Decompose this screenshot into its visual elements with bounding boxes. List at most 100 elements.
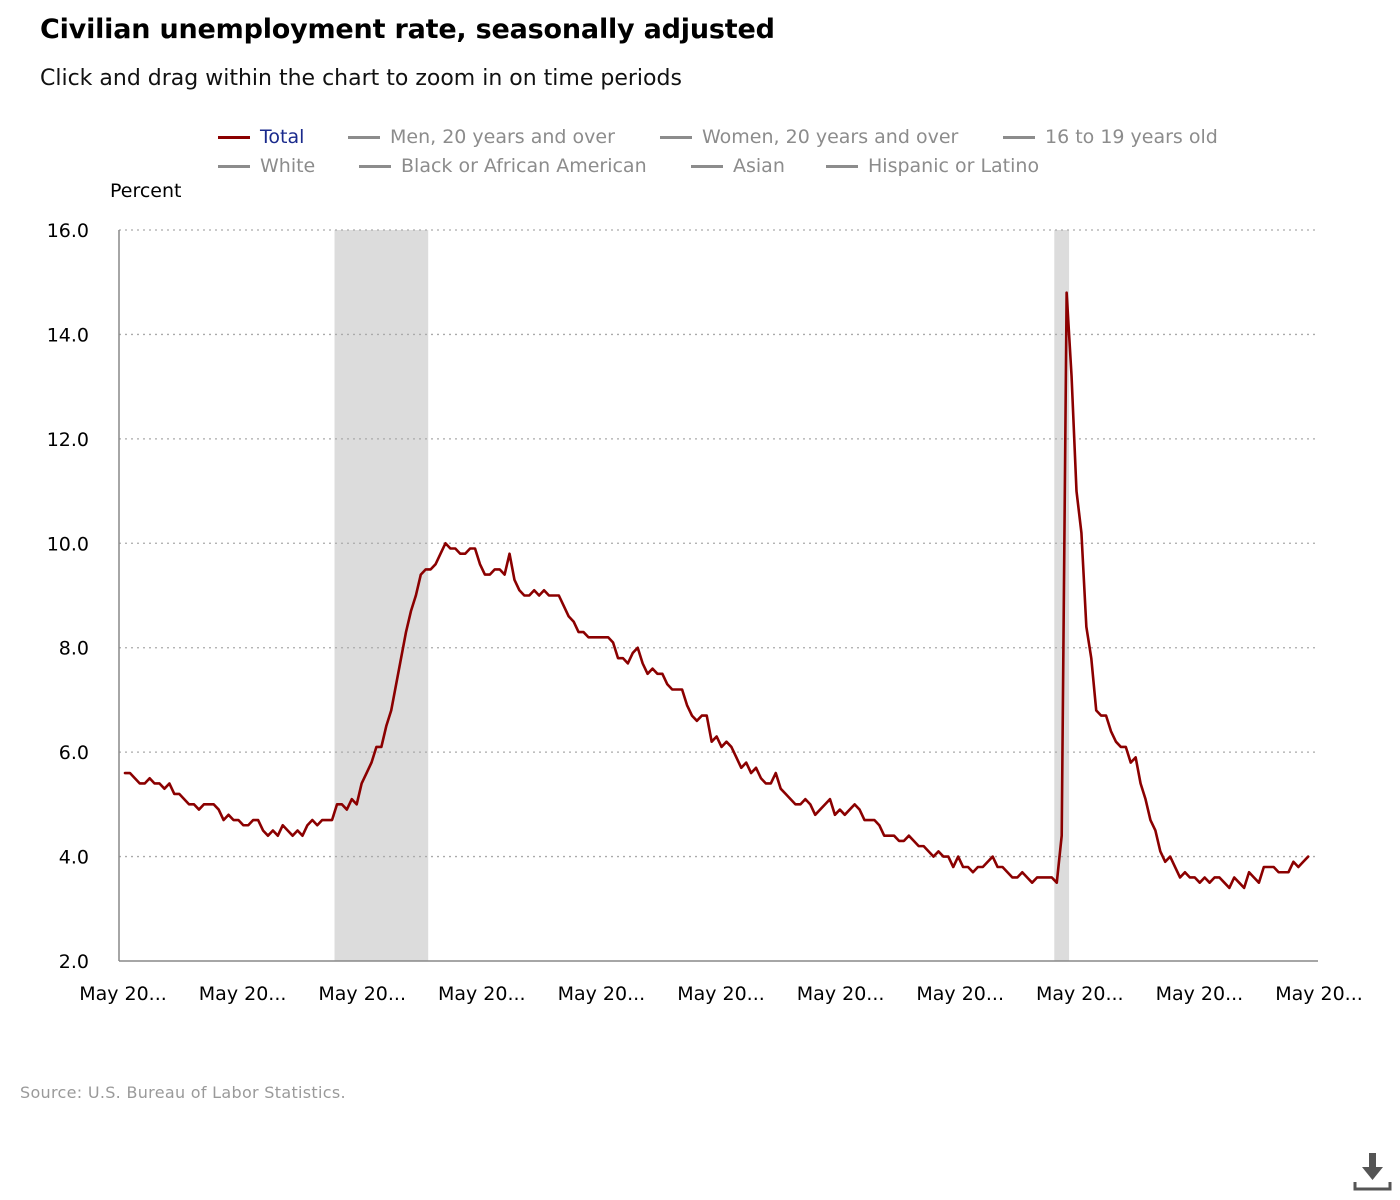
data-point[interactable] <box>872 818 876 822</box>
data-point[interactable] <box>838 808 842 812</box>
data-point[interactable] <box>370 761 374 765</box>
data-point[interactable] <box>453 547 457 551</box>
data-point[interactable] <box>946 855 950 859</box>
data-point[interactable] <box>986 860 990 864</box>
data-point[interactable] <box>1099 714 1103 718</box>
data-point[interactable] <box>286 828 290 832</box>
data-point[interactable] <box>927 849 931 853</box>
data-point[interactable] <box>192 802 196 806</box>
data-point[interactable] <box>803 797 807 801</box>
data-point[interactable] <box>424 567 428 571</box>
data-point[interactable] <box>148 776 152 780</box>
data-point[interactable] <box>611 640 615 644</box>
data-point[interactable] <box>414 594 418 598</box>
data-point[interactable] <box>1178 875 1182 879</box>
data-point[interactable] <box>961 865 965 869</box>
legend-item-asian[interactable]: Asian <box>691 153 785 179</box>
data-point[interactable] <box>660 672 664 676</box>
data-point[interactable] <box>1025 875 1029 879</box>
data-point[interactable] <box>744 761 748 765</box>
data-point[interactable] <box>828 797 832 801</box>
data-point[interactable] <box>365 771 369 775</box>
data-point[interactable] <box>1163 860 1167 864</box>
data-point[interactable] <box>1173 865 1177 869</box>
data-point[interactable] <box>478 562 482 566</box>
data-point[interactable] <box>330 818 334 822</box>
data-point[interactable] <box>1272 865 1276 869</box>
data-point[interactable] <box>651 667 655 671</box>
data-point[interactable] <box>1010 875 1014 879</box>
data-point[interactable] <box>887 834 891 838</box>
data-point[interactable] <box>798 802 802 806</box>
data-point[interactable] <box>996 865 1000 869</box>
legend-item-men-20-and-over[interactable]: Men, 20 years and over <box>348 124 615 150</box>
data-point[interactable] <box>158 781 162 785</box>
data-point[interactable] <box>1277 870 1281 874</box>
data-point[interactable] <box>355 802 359 806</box>
data-point[interactable] <box>1168 855 1172 859</box>
data-point[interactable] <box>897 839 901 843</box>
legend-item-16-to-19[interactable]: 16 to 19 years old <box>1003 124 1218 150</box>
data-point[interactable] <box>162 787 166 791</box>
data-point[interactable] <box>695 719 699 723</box>
data-point[interactable] <box>774 771 778 775</box>
data-point[interactable] <box>655 672 659 676</box>
data-point[interactable] <box>1193 875 1197 879</box>
data-point[interactable] <box>793 802 797 806</box>
data-point[interactable] <box>227 813 231 817</box>
data-point[interactable] <box>1035 875 1039 879</box>
data-point[interactable] <box>212 802 216 806</box>
data-point[interactable] <box>522 594 526 598</box>
data-point[interactable] <box>764 781 768 785</box>
data-point[interactable] <box>473 547 477 551</box>
data-point[interactable] <box>858 808 862 812</box>
data-point[interactable] <box>1306 855 1310 859</box>
data-point[interactable] <box>542 588 546 592</box>
data-point[interactable] <box>172 792 176 796</box>
data-point[interactable] <box>808 802 812 806</box>
data-point[interactable] <box>1183 870 1187 874</box>
data-point[interactable] <box>1124 745 1128 749</box>
data-point[interactable] <box>138 781 142 785</box>
data-point[interactable] <box>1227 886 1231 890</box>
data-point[interactable] <box>177 792 181 796</box>
data-point[interactable] <box>936 849 940 853</box>
legend-item-white[interactable]: White <box>218 153 315 179</box>
data-point[interactable] <box>315 823 319 827</box>
data-point[interactable] <box>1001 865 1005 869</box>
data-point[interactable] <box>882 834 886 838</box>
data-point[interactable] <box>863 818 867 822</box>
data-point[interactable] <box>276 834 280 838</box>
data-point[interactable] <box>789 797 793 801</box>
data-point[interactable] <box>729 745 733 749</box>
data-point[interactable] <box>458 552 462 556</box>
data-point[interactable] <box>567 614 571 618</box>
data-point[interactable] <box>1247 870 1251 874</box>
data-point[interactable] <box>1153 828 1157 832</box>
data-point[interactable] <box>547 594 551 598</box>
data-point[interactable] <box>310 818 314 822</box>
data-point[interactable] <box>448 547 452 551</box>
data-point[interactable] <box>1296 865 1300 869</box>
data-point[interactable] <box>833 813 837 817</box>
data-point[interactable] <box>843 813 847 817</box>
data-point[interactable] <box>389 708 393 712</box>
data-point[interactable] <box>596 635 600 639</box>
data-point[interactable] <box>734 755 738 759</box>
data-point[interactable] <box>488 573 492 577</box>
data-point[interactable] <box>956 855 960 859</box>
data-point[interactable] <box>1114 740 1118 744</box>
data-point[interactable] <box>291 834 295 838</box>
data-point[interactable] <box>483 573 487 577</box>
data-point[interactable] <box>572 620 576 624</box>
data-point[interactable] <box>1015 875 1019 879</box>
line-chart[interactable]: 16.0 14.0 12.0 10.0 8.0 6.0 4.0 2.0 May 20... May… <box>0 0 1400 1040</box>
data-point[interactable] <box>1232 875 1236 879</box>
data-point[interactable] <box>991 855 995 859</box>
data-point[interactable] <box>1005 870 1009 874</box>
data-point[interactable] <box>621 656 625 660</box>
data-point[interactable] <box>1139 781 1143 785</box>
data-point[interactable] <box>217 808 221 812</box>
data-point[interactable] <box>705 714 709 718</box>
data-point[interactable] <box>586 635 590 639</box>
